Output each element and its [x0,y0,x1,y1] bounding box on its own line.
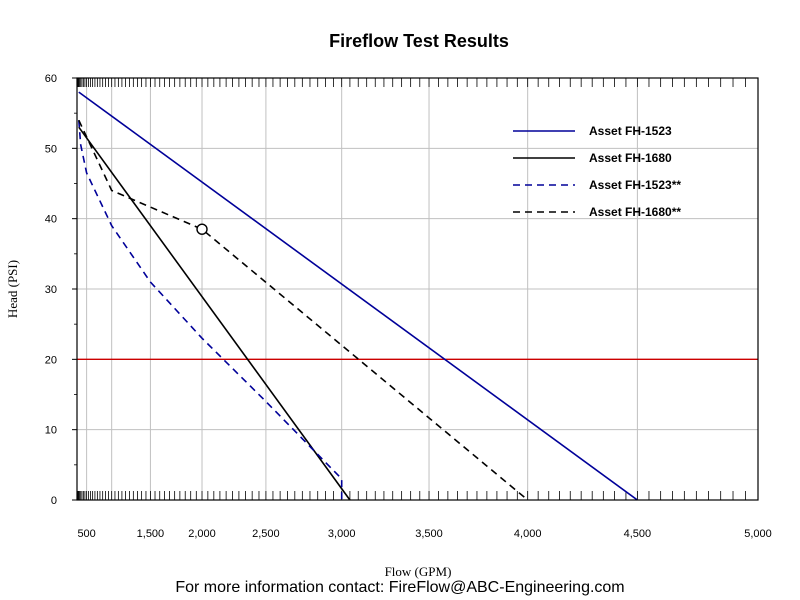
legend-label-2: Asset FH-1680 [589,151,672,165]
x-tick-label: 2,500 [252,528,280,540]
x-tick-label: 3,000 [328,528,356,540]
series-line-4 [78,119,529,501]
x-tick-label: 4,500 [624,528,652,540]
y-tick-label: 40 [45,214,57,226]
grid [77,78,758,500]
y-tick-label: 60 [45,73,57,85]
y-tick-label: 0 [51,495,57,507]
legend-label-4: Asset FH-1680** [589,205,681,219]
series-line-2 [78,126,351,501]
test-point-marker [196,223,208,235]
x-tick-labels: 500 1,500 2,000 2,500 3,000 3,500 4,000 4,500 5,… [77,528,771,540]
series-line-3 [78,120,343,500]
x-axis-label: Flow (GPM) [385,564,452,579]
x-tick-label: 2,000 [188,528,216,540]
y-tick-label: 20 [45,354,57,366]
chart-title: Fireflow Test Results [329,31,509,51]
legend: Asset FH-1523 Asset FH-1680 Asset FH-1523*… [513,124,681,219]
y-axis-label: Head (PSI) [5,260,20,318]
marker-group [196,223,208,235]
x-tick-label: 500 [77,528,95,540]
plot-frame [76,77,759,501]
y-tick-label: 50 [45,143,57,155]
y-tick-label: 30 [45,284,57,296]
contact-footer: For more information contact: FireFlow@A… [175,579,625,596]
y-tick-label: 10 [45,425,57,437]
series-group [78,91,638,501]
legend-label-1: Asset FH-1523 [589,124,672,138]
y-tick-labels: 0 10 20 30 40 50 60 [45,73,57,507]
legend-label-3: Asset FH-1523** [589,178,681,192]
minor-ticks [72,77,746,501]
x-tick-label: 5,000 [744,528,772,540]
x-tick-label: 1,500 [137,528,165,540]
series-line-1 [78,91,638,501]
x-tick-label: 4,000 [514,528,542,540]
x-tick-label: 3,500 [415,528,443,540]
